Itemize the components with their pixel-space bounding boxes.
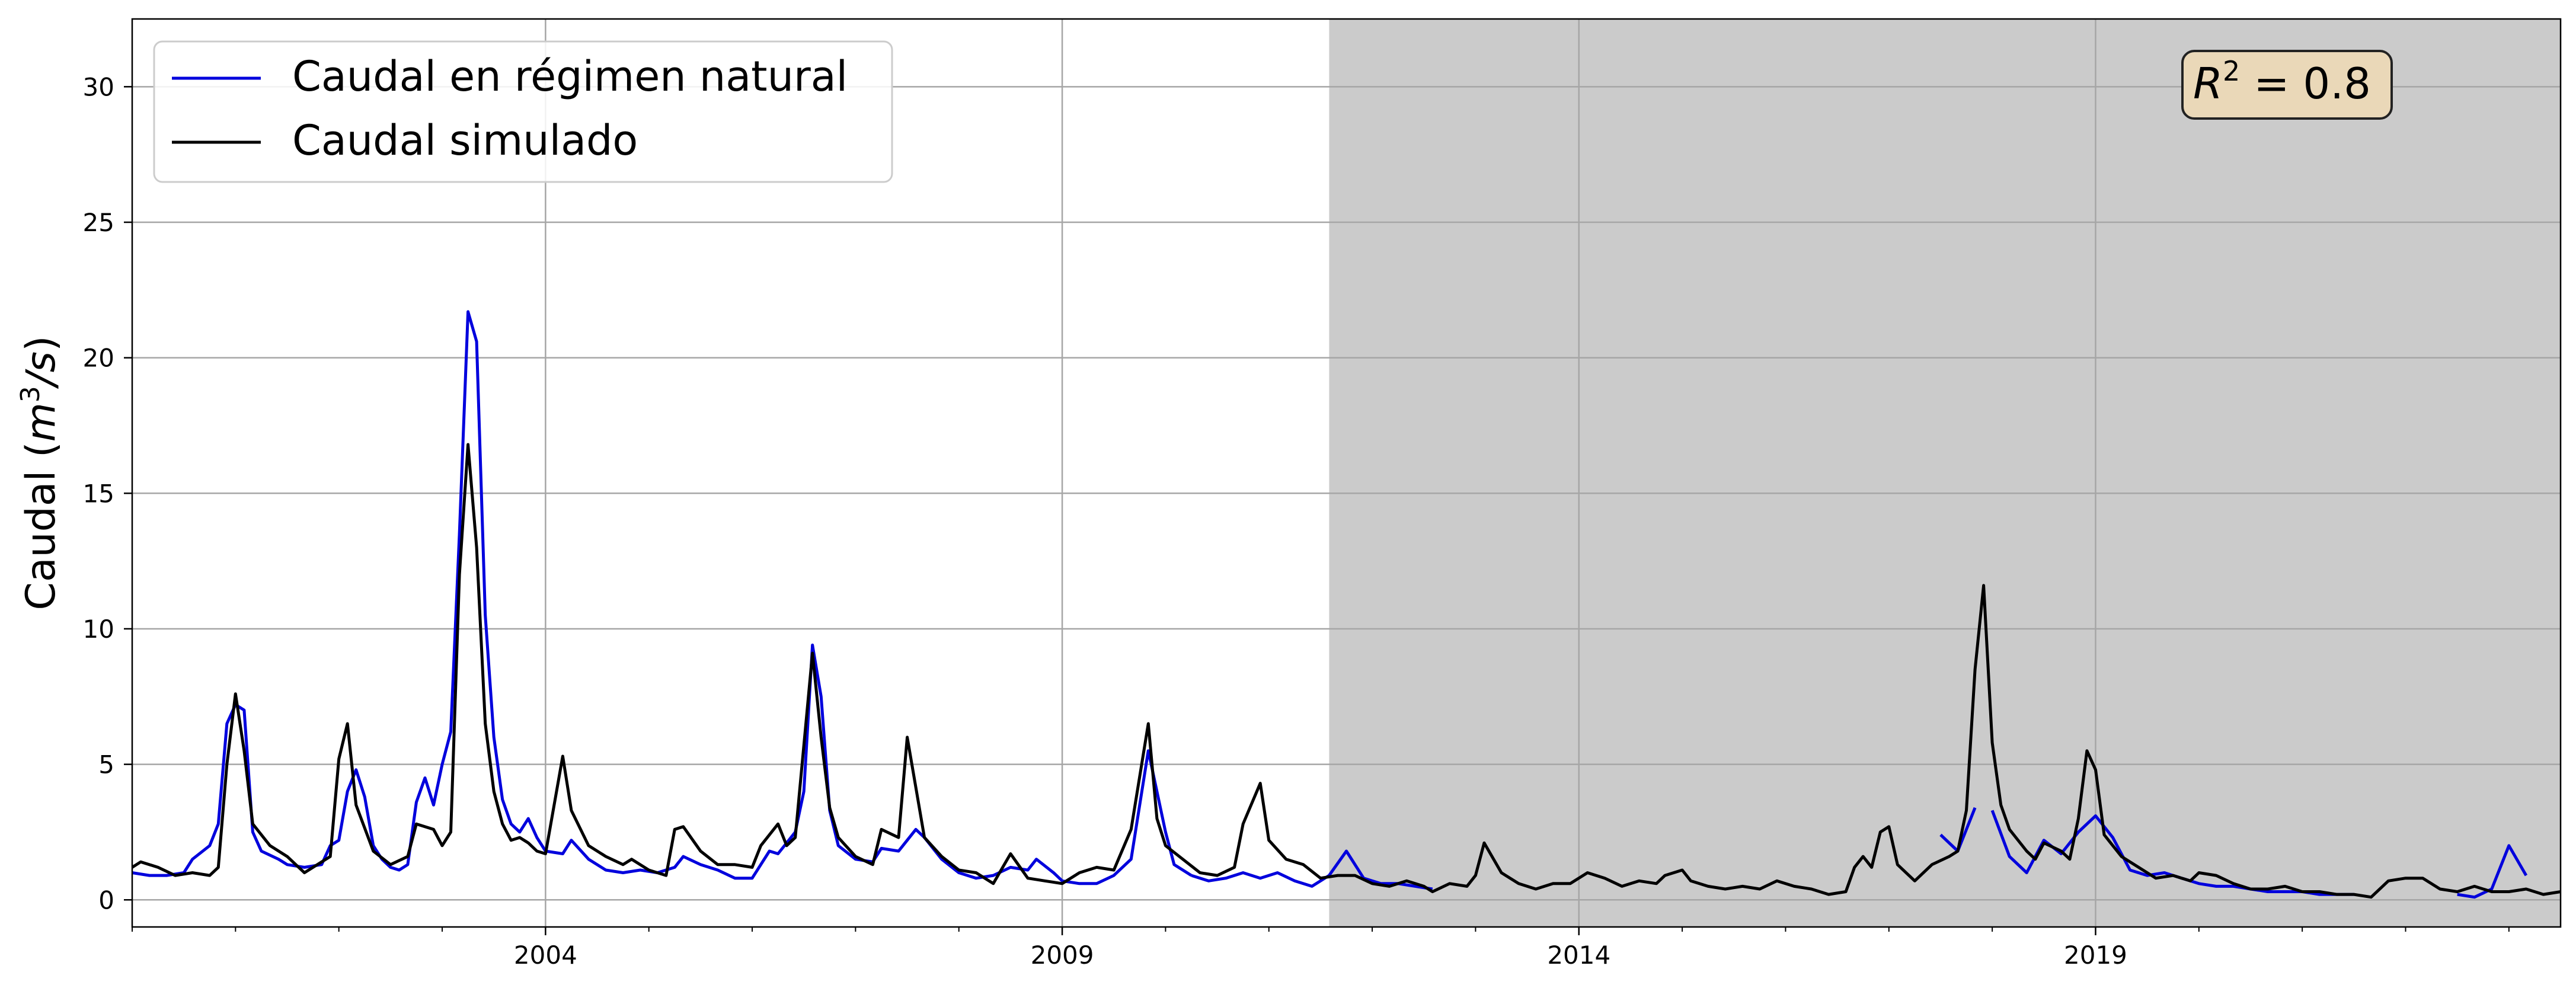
series-line-natural bbox=[132, 310, 1193, 885]
y-tick-label: 5 bbox=[98, 750, 114, 779]
legend: Caudal en régimen natural Caudal simulad… bbox=[153, 40, 893, 183]
series-line-natural-segment bbox=[2457, 844, 2528, 899]
series-line-simulado bbox=[131, 443, 2561, 899]
plot-frame bbox=[131, 18, 2562, 928]
x-tick-label: 2014 bbox=[1547, 941, 1610, 970]
annotation-box bbox=[2181, 50, 2393, 120]
legend-label-natural: Caudal en régimen natural bbox=[292, 52, 848, 101]
x-tick-label: 2009 bbox=[1031, 941, 1094, 970]
y-tick-label: 15 bbox=[83, 479, 114, 508]
x-axis-ticks: 2004 2009 2014 2019 bbox=[132, 927, 2510, 970]
r2-annotation: R2 = 0.8 bbox=[2181, 50, 2393, 120]
y-tick-label: 20 bbox=[83, 344, 114, 373]
legend-label-simulado: Caudal simulado bbox=[292, 116, 638, 165]
y-axis-ticks: 0 5 10 15 20 25 30 bbox=[83, 72, 132, 915]
y-tick-label: 0 bbox=[98, 885, 114, 915]
series-line-natural-segment bbox=[1191, 849, 1433, 891]
shaded-period bbox=[1329, 19, 2561, 927]
y-tick-label: 10 bbox=[83, 615, 114, 644]
y-tick-label: 25 bbox=[83, 208, 114, 237]
x-tick-label: 2019 bbox=[2064, 941, 2127, 970]
annotation-text: R2 = 0.8 bbox=[2193, 55, 2371, 108]
y-axis-label: Caudal (m3/s) bbox=[15, 335, 65, 610]
y-tick-label: 30 bbox=[83, 72, 114, 101]
series-lines bbox=[131, 310, 2561, 899]
x-tick-label: 2004 bbox=[514, 941, 577, 970]
legend-box bbox=[153, 40, 893, 183]
